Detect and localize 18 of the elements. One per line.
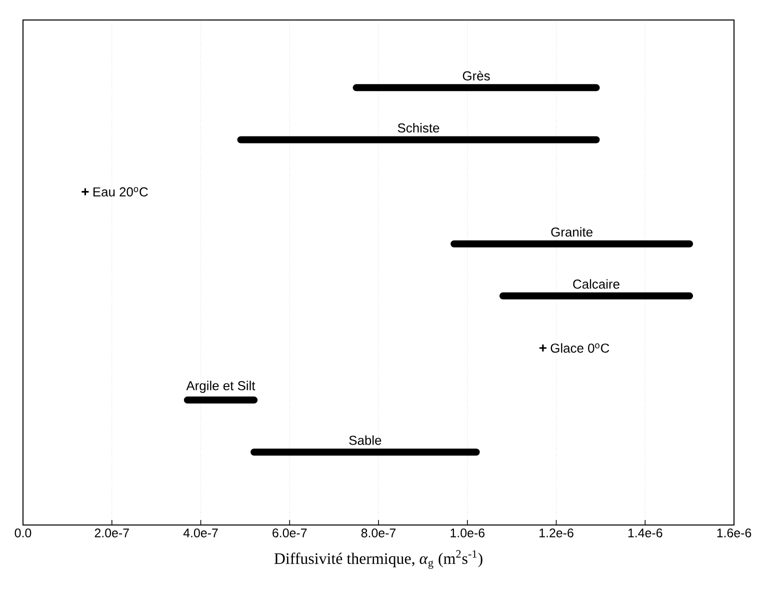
y-tick-label: Calcaire xyxy=(573,279,620,289)
y-tick-label: Eau 20$^{o}$C xyxy=(93,187,148,196)
x-tick-label: 6.0e-7 xyxy=(272,528,307,538)
y-tick-label: Sable xyxy=(349,435,382,445)
x-tick-label: 4.0e-7 xyxy=(183,528,218,538)
y-tick-label: Schiste xyxy=(398,123,440,133)
x-tick-label: 8.0e-7 xyxy=(361,528,396,538)
y-tick-label: Granite xyxy=(551,227,592,237)
x-axis-title: Diffusivité thermique, α$_{g}$ (m$^{2}$s$^{-1}$) xyxy=(274,550,482,569)
x-tick-label: 1.6e-6 xyxy=(717,528,752,538)
y-tick-label: Glace 0$^{o}$C xyxy=(550,343,610,353)
y-tick-label: Argile et Silt xyxy=(186,380,256,393)
x-tick-label: 1.4e-6 xyxy=(628,528,662,538)
x-tick-label: 1.0e-6 xyxy=(450,528,484,538)
y-tick-label: Grès xyxy=(462,70,490,80)
x-tick-label: 0.0 xyxy=(14,528,32,538)
x-tick-label: 1.2e-6 xyxy=(540,528,574,538)
x-tick-label: 2.0e-7 xyxy=(94,528,129,538)
